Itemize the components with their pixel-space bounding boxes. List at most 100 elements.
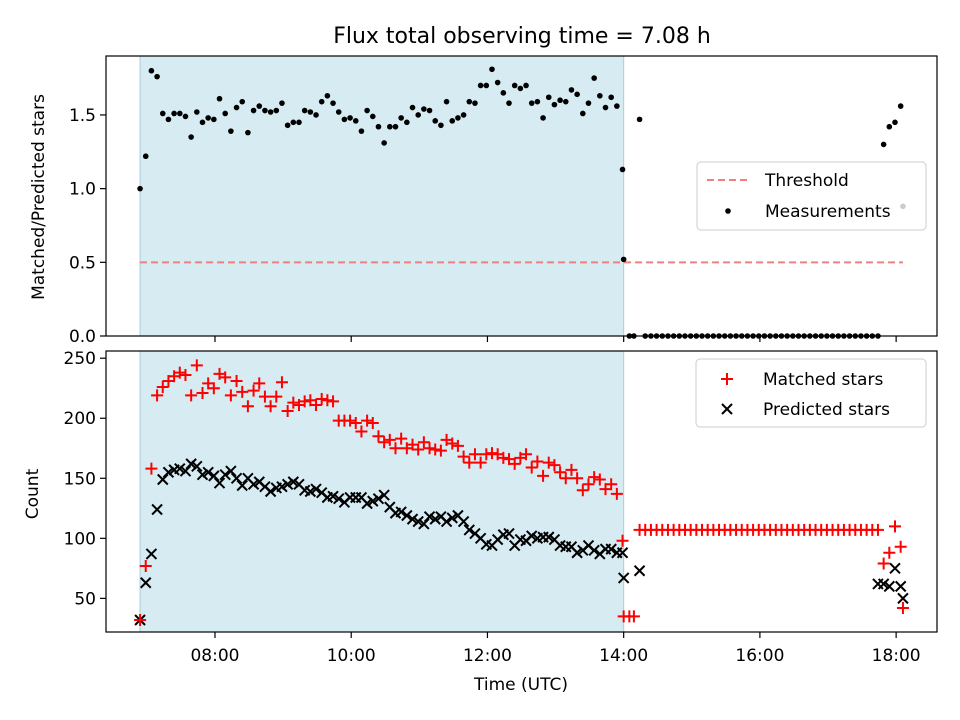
measurement-point [892,119,898,126]
matched-star-point [196,387,209,400]
measurement-point [636,116,643,123]
matched-star-point [627,610,640,623]
predicted-star-point [588,544,600,557]
predicted-star-point [202,466,214,478]
measurement-point [886,123,893,130]
predicted-star-point [633,565,646,577]
measurement-point [239,98,246,105]
measurement-point [880,141,887,148]
matched-star-point [588,471,601,484]
matched-star-point [883,546,896,559]
measurement-point [619,166,626,173]
measurement-point [620,256,627,263]
measurement-point [557,97,563,104]
top-observing-window [139,55,625,337]
x-tick-label: 12:00 [463,646,512,666]
predicted-star-point [264,485,277,498]
measurement-point [222,110,229,117]
predicted-star-point [897,592,909,605]
measurement-point [483,82,490,89]
matched-star-point [145,462,158,475]
x-tick-label: 10:00 [327,646,376,666]
bottom-panel: 50 100 150 200 250 08:00 10:00 12:00 14:00 16:00… [23,349,938,695]
predicted-star-point [333,492,345,505]
top-y-tick-label: 1.5 [69,106,96,126]
measurement-point [301,107,308,114]
matched-star-point [571,472,584,485]
matched-star-point [139,559,152,572]
measurement-point [580,110,586,117]
matched-star-point [230,375,243,388]
predicted-star-point [372,492,385,505]
measurement-point [290,119,297,126]
measurement-point [307,109,314,115]
predicted-star-point [225,465,237,477]
predicted-star-point [883,580,896,593]
matched-star-point [565,463,578,476]
measurement-point [517,85,524,92]
measurement-point [551,101,558,108]
predicted-star-point [191,460,203,472]
bottom-y-tick-label: 150 [64,469,96,489]
matched-star-point [275,376,288,389]
measurement-point [392,123,399,130]
matched-star-point [457,450,470,463]
matched-star-point [315,393,328,406]
matched-star-point [480,448,493,461]
measurement-point [545,94,552,101]
predicted-star-point [179,465,192,477]
predicted-star-point [889,562,901,575]
measurement-point [381,140,387,146]
x-tick-label: 18:00 [872,646,921,666]
matched-star-point [548,459,561,472]
matched-star-point [298,395,311,408]
measurement-point [341,116,348,123]
measurement-point [256,103,263,109]
bottom-plot-frame [105,350,938,633]
top-y-axis-label: Matched/Predicted stars [29,94,49,300]
matched-star-point [520,448,533,461]
matched-star-point [894,540,907,553]
measurement-point [250,107,257,114]
matched-star-point [378,436,391,449]
top-y-tick-label: 0.5 [69,253,96,273]
matched-star-point [224,389,237,402]
measurement-point [262,107,268,114]
measurement-point [568,87,575,93]
measurement-point [398,115,404,121]
matched-star-point [241,400,254,413]
predicted-star-point [140,577,152,589]
matched-star-point [247,384,260,397]
predicted-star-point [894,580,907,593]
matched-star-point [871,523,884,536]
measurement-point [585,100,592,106]
measurement-point [233,104,240,111]
measurement-point [330,100,336,106]
matched-star-point [559,472,572,485]
x-tick-label: 08:00 [190,646,239,666]
measurement-point [438,122,444,129]
matched-star-point [185,389,198,402]
matched-star-point [156,381,169,394]
matched-star-point [179,369,192,382]
measurement-point [608,94,614,101]
measurement-point [597,92,603,99]
matched-star-point [446,437,459,450]
matched-star-point [616,534,629,547]
matched-star-point [236,385,249,398]
measurement-point [211,116,217,123]
matched-star-point [417,436,430,449]
matched-star-point [497,451,510,464]
matched-star-point [151,389,164,402]
predicted-star-point [208,470,220,482]
measurement-point [324,92,331,99]
measurement-point [449,118,456,124]
bottom-x-axis: 08:00 10:00 12:00 14:00 16:00 18:00 [190,632,921,666]
measurement-point [387,123,393,130]
bottom-y-axis-label: Count [23,468,43,519]
measurement-point [534,98,541,105]
predicted-star-point [440,515,453,528]
measurement-point [421,106,427,112]
matched-star-point [525,461,538,474]
